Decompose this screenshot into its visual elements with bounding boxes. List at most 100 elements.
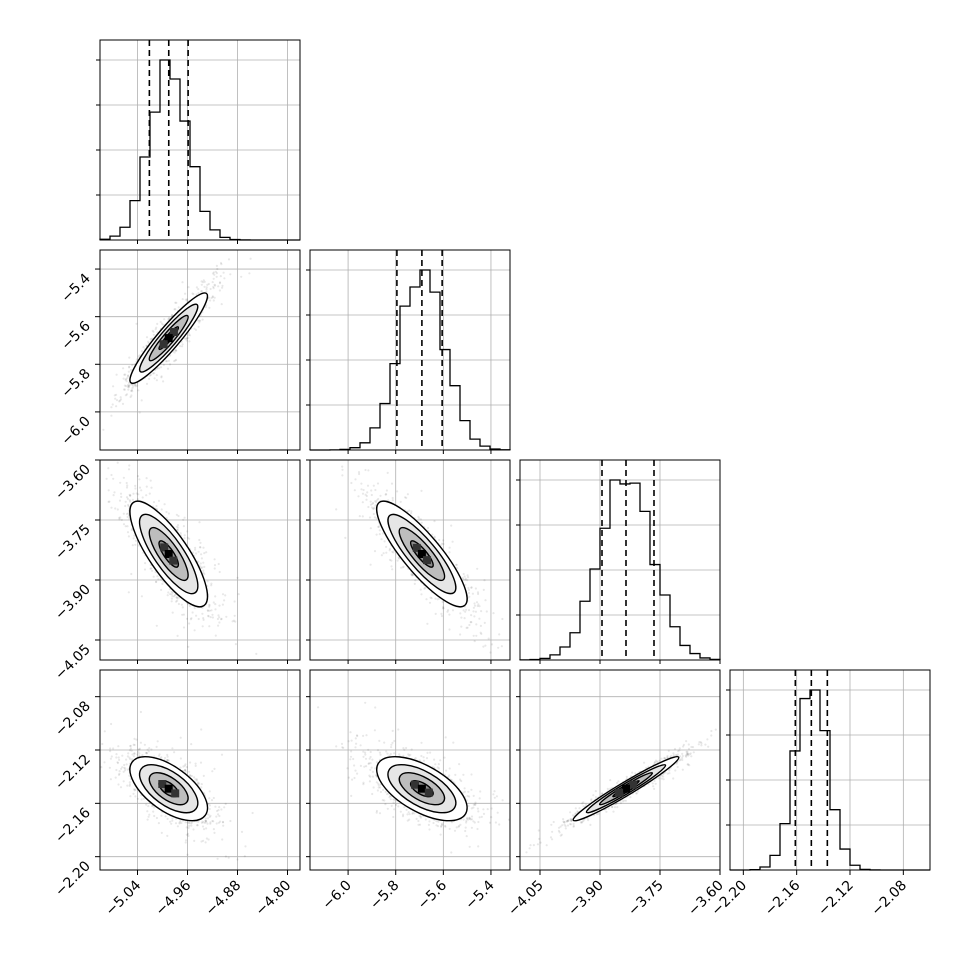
scatter-point (131, 387, 134, 390)
scatter-point (374, 504, 377, 507)
scatter-point (236, 576, 239, 579)
scatter-point (434, 597, 437, 600)
scatter-point (200, 280, 203, 283)
scatter-point (200, 566, 203, 570)
scatter-point (206, 822, 209, 825)
scatter-point (185, 298, 189, 301)
scatter-point (170, 590, 173, 593)
scatter-point (95, 492, 97, 494)
scatter-point (381, 532, 385, 535)
scatter-point (102, 428, 105, 431)
scatter-point (183, 764, 186, 767)
scatter-point (148, 377, 151, 380)
scatter-point (225, 615, 228, 618)
scatter-point (469, 621, 472, 624)
scatter-point (176, 597, 179, 600)
scatter-point (233, 614, 236, 617)
scatter-point (377, 525, 380, 529)
scatter-point (455, 563, 458, 566)
scatter-point (479, 624, 482, 628)
scatter-point (194, 548, 197, 551)
scatter-point (140, 350, 143, 353)
scatter-point (118, 399, 122, 402)
scatter-point (81, 502, 83, 504)
scatter-point (197, 292, 200, 295)
scatter-point (160, 814, 163, 817)
scatter-point (182, 626, 186, 629)
scatter-point (404, 496, 407, 499)
scatter-point (384, 493, 387, 496)
scatter-content (100, 250, 300, 450)
scatter-point (387, 499, 390, 502)
scatter-point (465, 608, 468, 611)
scatter-point (175, 349, 178, 352)
scatter-point (455, 563, 458, 566)
scatter-point (122, 388, 126, 391)
scatter-point (183, 516, 186, 519)
scatter-point (170, 314, 174, 317)
scatter-point (118, 518, 121, 521)
scatter-point (119, 481, 122, 484)
scatter-point (195, 614, 198, 617)
scatter-point (128, 365, 131, 368)
scatter-point (341, 474, 344, 477)
scatter-point (116, 461, 119, 464)
scatter-point (135, 322, 138, 325)
scatter-point (198, 319, 201, 322)
scatter-point (468, 623, 471, 627)
scatter-point (166, 594, 169, 597)
scatter-point (460, 625, 463, 628)
scatter-point (128, 499, 131, 502)
scatter-point (138, 478, 141, 481)
scatter-point (122, 377, 125, 380)
scatter-point (145, 477, 148, 480)
scatter-point (213, 273, 216, 276)
scatter-point (196, 782, 199, 785)
scatter-point (442, 539, 445, 542)
scatter-point (487, 637, 490, 640)
scatter-point (470, 586, 473, 589)
scatter-point (184, 292, 187, 295)
histogram-panel-3 (726, 669, 931, 871)
scatter-point (231, 620, 234, 623)
scatter-point (215, 272, 218, 275)
scatter-point (365, 498, 368, 501)
scatter-point (129, 369, 132, 372)
scatter-point (220, 808, 223, 811)
scatter-point (456, 567, 459, 570)
scatter-point (109, 750, 112, 753)
scatter-point (370, 506, 373, 509)
scatter-point (220, 617, 223, 621)
scatter-point (197, 550, 200, 553)
scatter-point (211, 770, 214, 773)
scatter-point (462, 578, 465, 581)
scatter-point (169, 354, 172, 357)
scatter-point (166, 367, 170, 370)
scatter-point (208, 306, 211, 309)
scatter-point (176, 599, 179, 602)
scatter-point (353, 489, 356, 492)
scatter-point (130, 572, 133, 576)
scatter-point (207, 615, 210, 618)
scatter-point (484, 599, 487, 602)
scatter-point (108, 766, 111, 769)
panel-frame (309, 459, 511, 661)
scatter-point (147, 750, 150, 753)
scatter-point (118, 499, 122, 502)
scatter-point (151, 329, 154, 332)
scatter-point (218, 282, 222, 285)
scatter-point (341, 465, 344, 468)
scatter-point (397, 556, 400, 559)
scatter-panel-1-0 (99, 249, 301, 451)
scatter-point (160, 588, 163, 592)
scatter-point (131, 544, 134, 547)
scatter-point (136, 384, 139, 387)
scatter-point (501, 617, 504, 621)
scatter-point (114, 397, 117, 400)
scatter-point (186, 536, 189, 539)
scatter-point (174, 349, 177, 352)
scatter-point (434, 612, 437, 616)
scatter-point (105, 477, 108, 480)
scatter-point (115, 405, 118, 408)
scatter-point (366, 491, 369, 494)
